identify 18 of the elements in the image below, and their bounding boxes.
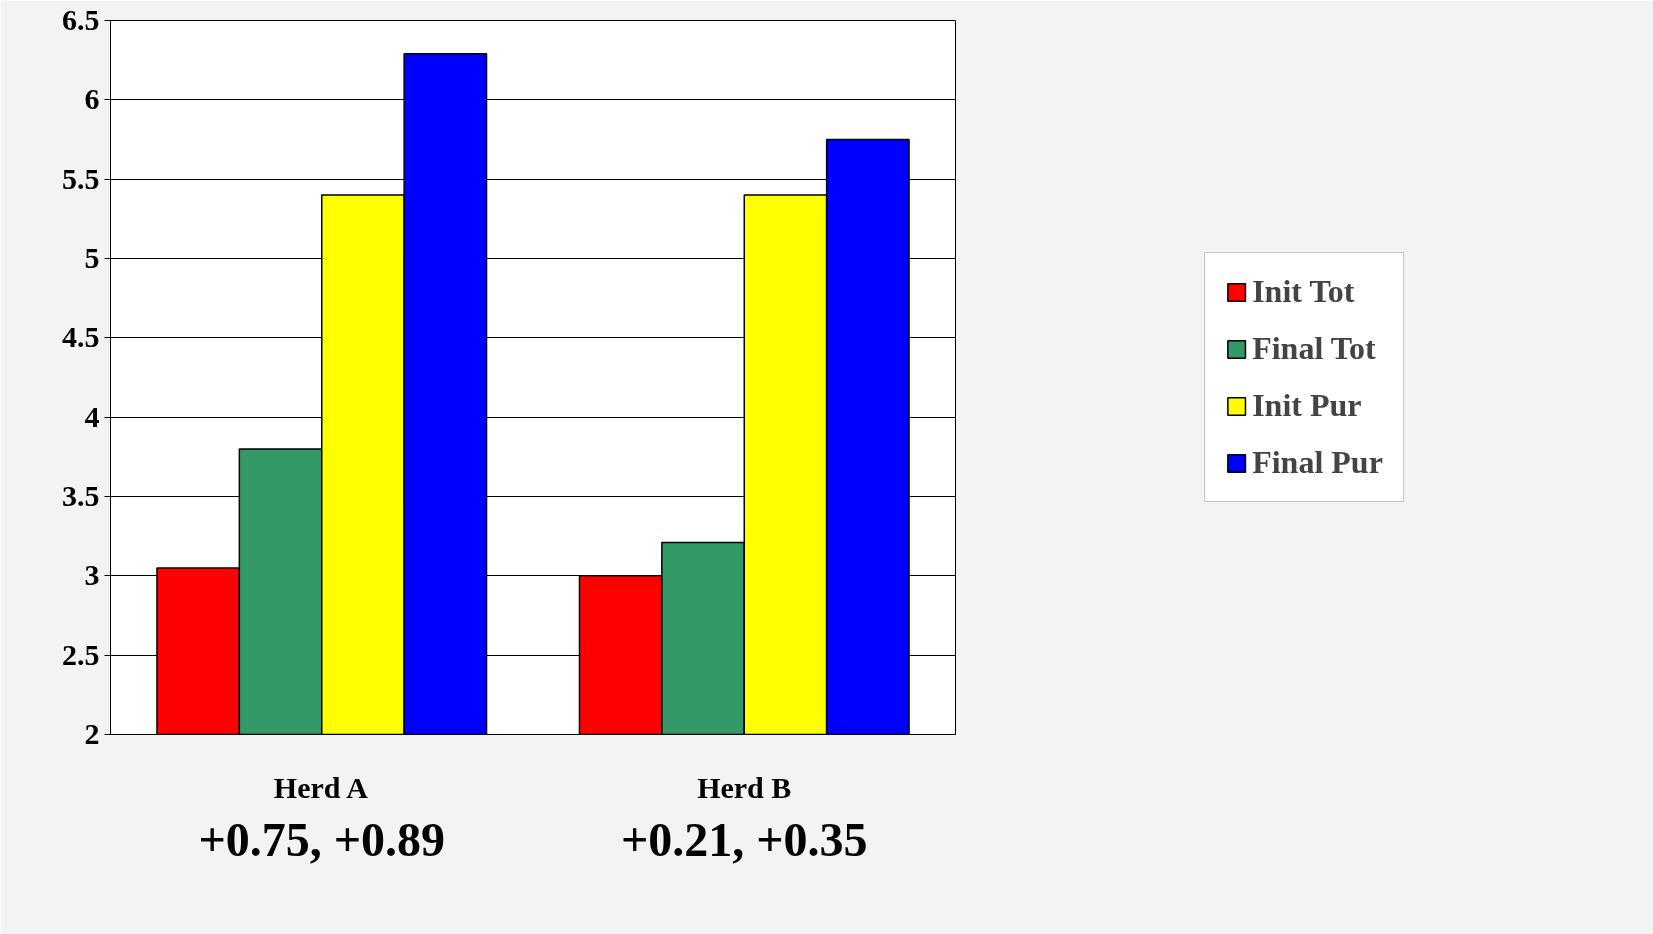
legend-label: Final Tot — [1252, 330, 1376, 367]
y-tick-label: 5.5 — [62, 161, 100, 195]
y-tick-label: 2.5 — [62, 637, 100, 671]
y-tick-label: 2 — [84, 717, 100, 750]
x-tick-label: Herd A — [273, 770, 369, 804]
x-tick-label: Herd B — [697, 770, 792, 804]
legend-label: Init Tot — [1252, 273, 1355, 310]
y-tick-label: 6.5 — [62, 3, 100, 36]
y-tick-label: 3.5 — [62, 479, 100, 512]
legend-label: Final Pur — [1252, 444, 1383, 481]
text: +0.75, +0.89 — [198, 812, 446, 866]
y-tick-label: 4.5 — [62, 320, 100, 354]
y-tick-label: 6 — [84, 82, 100, 116]
y-tick-label: 5 — [84, 241, 100, 274]
text: +0.21, +0.35 — [620, 812, 868, 866]
y-tick-label: 3 — [84, 558, 100, 592]
y-tick-label: 4 — [84, 399, 100, 433]
legend-label: Init Pur — [1252, 387, 1362, 424]
